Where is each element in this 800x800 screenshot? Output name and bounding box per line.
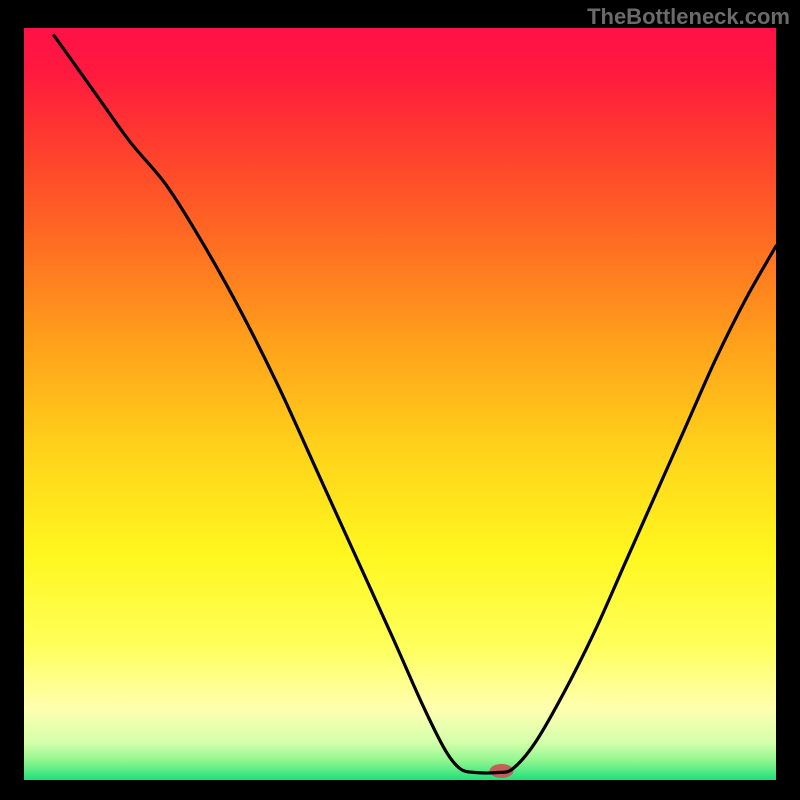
chart-container: TheBottleneck.com [0, 0, 800, 800]
plot-background [24, 28, 776, 780]
bottleneck-chart [0, 0, 800, 800]
watermark-text: TheBottleneck.com [587, 4, 790, 30]
